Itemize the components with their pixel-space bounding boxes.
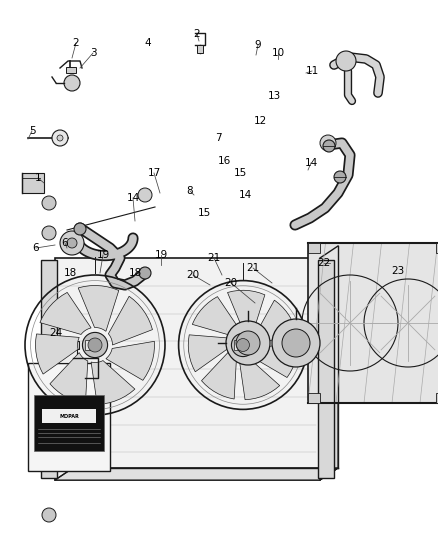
Bar bbox=[308, 243, 438, 403]
Text: 10: 10 bbox=[272, 48, 285, 58]
Polygon shape bbox=[255, 300, 296, 345]
Polygon shape bbox=[55, 468, 338, 480]
Polygon shape bbox=[253, 342, 298, 377]
Circle shape bbox=[236, 331, 260, 355]
Polygon shape bbox=[201, 352, 237, 399]
Text: 14: 14 bbox=[304, 158, 318, 168]
Circle shape bbox=[231, 334, 254, 357]
Polygon shape bbox=[78, 286, 119, 332]
Text: 21: 21 bbox=[207, 253, 221, 263]
Bar bbox=[318, 260, 334, 478]
Circle shape bbox=[138, 188, 152, 202]
Circle shape bbox=[323, 140, 335, 152]
Text: 14: 14 bbox=[127, 193, 140, 203]
Bar bbox=[308, 243, 320, 253]
Bar bbox=[308, 393, 320, 403]
Text: 20: 20 bbox=[187, 270, 200, 280]
Text: 7: 7 bbox=[215, 133, 221, 143]
Circle shape bbox=[272, 319, 320, 367]
Circle shape bbox=[82, 333, 108, 358]
Text: 4: 4 bbox=[145, 38, 151, 48]
Polygon shape bbox=[50, 353, 88, 403]
Circle shape bbox=[42, 508, 56, 522]
Polygon shape bbox=[109, 296, 152, 345]
Polygon shape bbox=[320, 246, 338, 480]
Text: 14: 14 bbox=[238, 190, 251, 200]
Circle shape bbox=[52, 130, 68, 146]
Text: 18: 18 bbox=[64, 268, 77, 278]
Text: 6: 6 bbox=[62, 238, 68, 248]
Polygon shape bbox=[91, 360, 135, 405]
Bar bbox=[53, 349, 77, 363]
Circle shape bbox=[42, 196, 56, 210]
Text: 6: 6 bbox=[33, 243, 39, 253]
Bar bbox=[436, 243, 438, 253]
Text: 17: 17 bbox=[147, 168, 161, 178]
Bar bbox=[51, 341, 79, 349]
Polygon shape bbox=[35, 334, 79, 374]
Text: 23: 23 bbox=[392, 266, 405, 276]
Polygon shape bbox=[240, 359, 280, 400]
Text: 19: 19 bbox=[96, 250, 110, 260]
Circle shape bbox=[88, 338, 102, 352]
Text: 18: 18 bbox=[128, 268, 141, 278]
Circle shape bbox=[64, 75, 80, 91]
Text: 22: 22 bbox=[318, 258, 331, 268]
Text: 20: 20 bbox=[224, 278, 237, 288]
Polygon shape bbox=[192, 296, 240, 335]
Circle shape bbox=[139, 267, 151, 279]
Bar bbox=[41, 260, 57, 478]
Text: 15: 15 bbox=[198, 208, 211, 218]
Bar bbox=[28, 363, 110, 471]
Circle shape bbox=[226, 321, 270, 365]
Text: 12: 12 bbox=[253, 116, 267, 126]
Circle shape bbox=[67, 238, 77, 248]
Text: 19: 19 bbox=[154, 250, 168, 260]
Text: 11: 11 bbox=[305, 66, 318, 76]
Bar bbox=[234, 340, 242, 350]
Text: 3: 3 bbox=[90, 48, 96, 58]
Bar bbox=[197, 45, 203, 53]
Bar bbox=[55, 258, 320, 480]
Circle shape bbox=[282, 329, 310, 357]
Bar bbox=[42, 409, 96, 423]
Text: 13: 13 bbox=[267, 91, 281, 101]
Circle shape bbox=[74, 223, 86, 235]
Text: 21: 21 bbox=[246, 263, 260, 273]
Text: MOPAR: MOPAR bbox=[59, 414, 79, 418]
Circle shape bbox=[336, 51, 356, 71]
Polygon shape bbox=[188, 335, 229, 372]
Circle shape bbox=[320, 135, 336, 151]
Circle shape bbox=[57, 135, 63, 141]
Text: 1: 1 bbox=[35, 173, 41, 183]
Text: 9: 9 bbox=[254, 40, 261, 50]
Text: 2: 2 bbox=[194, 29, 200, 39]
Text: 24: 24 bbox=[49, 328, 63, 338]
Polygon shape bbox=[227, 290, 265, 333]
Text: 2: 2 bbox=[73, 38, 79, 48]
Polygon shape bbox=[106, 341, 155, 381]
Bar bbox=[436, 393, 438, 403]
Circle shape bbox=[42, 226, 56, 240]
Text: 8: 8 bbox=[187, 186, 193, 196]
Text: 5: 5 bbox=[28, 126, 35, 136]
Text: 16: 16 bbox=[217, 156, 231, 166]
Polygon shape bbox=[40, 293, 91, 334]
Bar bbox=[66, 67, 76, 73]
Circle shape bbox=[237, 338, 249, 351]
Bar bbox=[34, 395, 104, 451]
Bar bbox=[22, 173, 44, 193]
Bar bbox=[85, 340, 93, 350]
Circle shape bbox=[60, 231, 84, 255]
Text: 15: 15 bbox=[233, 168, 247, 178]
Circle shape bbox=[334, 171, 346, 183]
